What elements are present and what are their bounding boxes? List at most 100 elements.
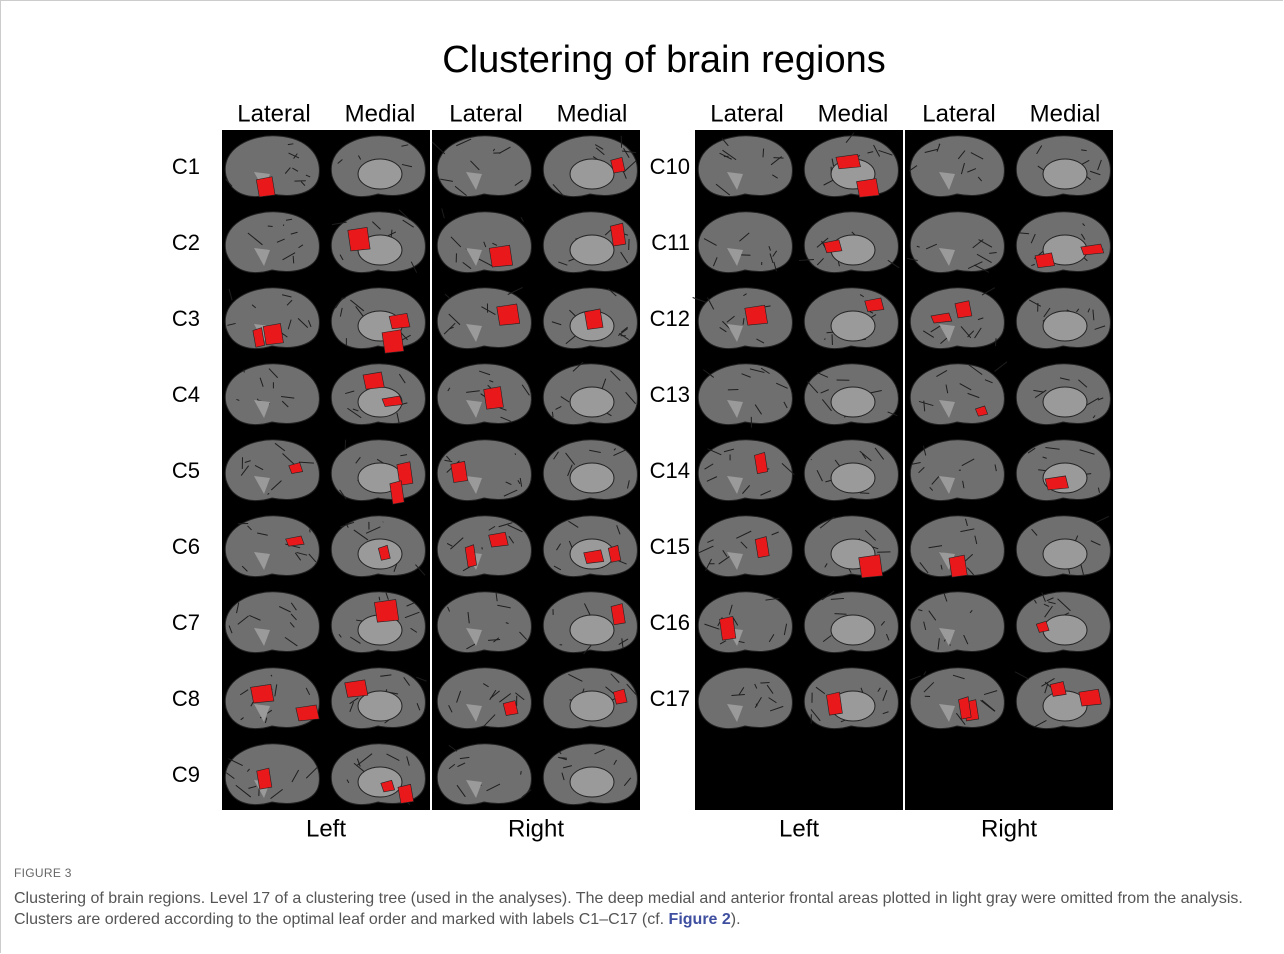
sulcus xyxy=(768,246,771,251)
omitted-area xyxy=(569,614,615,646)
sulcus xyxy=(1044,605,1053,618)
brain-outline xyxy=(697,439,793,502)
sulcus xyxy=(448,313,461,326)
sulcus xyxy=(742,318,745,325)
cluster-region xyxy=(488,531,509,548)
caption: Clustering of brain regions. Level 17 of… xyxy=(14,888,1264,930)
sulcus xyxy=(239,689,249,696)
sulcus xyxy=(984,379,993,384)
row-label: C6 xyxy=(172,534,200,559)
sulcus xyxy=(1097,397,1104,401)
sulcus xyxy=(456,690,462,703)
sulcus xyxy=(483,241,487,248)
sulcus xyxy=(924,148,939,153)
sulcus xyxy=(845,132,855,144)
lateral-view xyxy=(224,363,320,426)
medial-view xyxy=(542,439,638,502)
cluster-region xyxy=(1034,252,1055,269)
medial-view xyxy=(542,361,638,426)
sulcus xyxy=(1043,603,1050,607)
sulcus xyxy=(553,565,562,571)
sulcus xyxy=(520,216,524,222)
sulcus xyxy=(819,516,835,529)
sulcus xyxy=(492,242,498,246)
lateral-view xyxy=(436,743,532,806)
sulcus xyxy=(268,368,279,379)
sulcus xyxy=(623,172,627,179)
sulcus xyxy=(627,480,630,489)
sulcus xyxy=(929,486,934,491)
sulcus xyxy=(403,677,411,686)
lateral-view xyxy=(697,667,793,730)
sulcus xyxy=(558,261,568,266)
omitted-area xyxy=(254,628,270,646)
caption-link[interactable]: Figure 2 xyxy=(668,911,731,928)
sulcus xyxy=(296,551,308,556)
omitted-area xyxy=(727,172,743,190)
sulcus xyxy=(736,530,752,539)
omitted-area xyxy=(569,766,615,798)
sulcus xyxy=(923,681,935,693)
lateral-view xyxy=(697,211,793,274)
sulcus xyxy=(877,687,881,692)
cluster-region xyxy=(864,297,885,312)
sulcus xyxy=(1084,397,1100,407)
sulcus xyxy=(707,448,722,456)
sulcus xyxy=(760,490,772,496)
brain-outline xyxy=(697,363,793,426)
sulcus xyxy=(619,332,630,341)
lateral-view xyxy=(436,667,532,730)
cluster-region xyxy=(826,691,843,716)
omitted-area xyxy=(1042,310,1088,342)
sulcus xyxy=(869,311,874,314)
sulcus xyxy=(816,257,824,266)
sulcus xyxy=(756,338,765,344)
lateral-view xyxy=(224,439,320,502)
omitted-area xyxy=(466,324,482,342)
sulcus xyxy=(282,252,296,261)
sulcus xyxy=(923,621,927,631)
sulcus xyxy=(798,258,814,262)
sulcus xyxy=(568,673,583,682)
omitted-area xyxy=(727,400,743,418)
sulcus xyxy=(505,481,512,486)
medial-view xyxy=(1014,667,1111,730)
brain-outline xyxy=(224,439,320,502)
medial-view xyxy=(542,667,638,730)
sulcus xyxy=(1036,145,1043,155)
sulcus xyxy=(305,174,311,178)
cluster-region xyxy=(1044,475,1069,491)
sulcus xyxy=(289,622,295,628)
sulcus xyxy=(715,183,731,196)
sulcus xyxy=(415,564,426,576)
sulcus xyxy=(718,556,730,565)
sulcus xyxy=(937,638,940,650)
sulcus xyxy=(869,389,882,394)
brain-outline xyxy=(909,439,1005,502)
sulcus xyxy=(498,146,511,154)
row-label: C15 xyxy=(650,534,690,559)
sulcus xyxy=(444,293,450,299)
sulcus xyxy=(341,297,346,299)
sulcus xyxy=(497,604,511,609)
sulcus xyxy=(1094,325,1106,330)
sulcus xyxy=(228,288,233,301)
sulcus xyxy=(290,613,297,621)
sulcus xyxy=(936,370,948,378)
omitted-area xyxy=(466,628,482,646)
row-label: C5 xyxy=(172,458,200,483)
lateral-view xyxy=(436,439,532,502)
sulcus xyxy=(447,606,451,612)
sulcus xyxy=(257,532,268,536)
sulcus xyxy=(240,717,244,721)
sulcus xyxy=(444,459,453,463)
sulcus xyxy=(489,380,494,383)
sulcus xyxy=(1092,415,1096,419)
sulcus xyxy=(556,543,562,551)
sulcus xyxy=(981,287,996,296)
omitted-area xyxy=(939,324,955,342)
lateral-view xyxy=(909,287,1005,350)
sulcus xyxy=(331,221,347,226)
row-label: C12 xyxy=(650,306,690,331)
sulcus xyxy=(957,150,966,160)
